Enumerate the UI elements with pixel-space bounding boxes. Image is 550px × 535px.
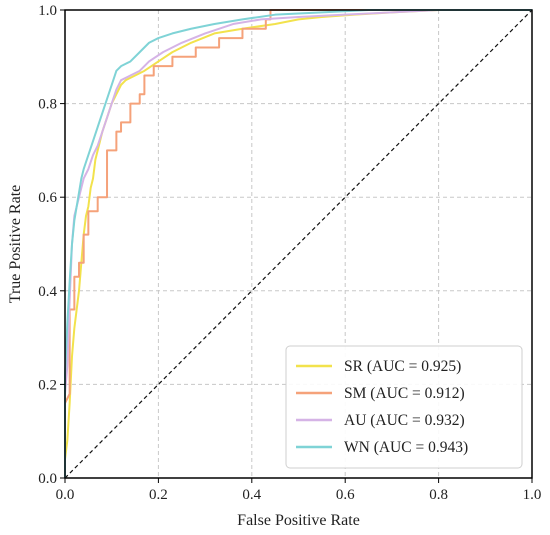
x-tick-label: 0.8 — [429, 487, 448, 503]
y-tick-label: 0.8 — [38, 97, 57, 113]
x-axis-ticks: 0.0 0.2 0.4 0.6 0.8 1.0 — [56, 478, 542, 503]
legend-label: SR (AUC = 0.925) — [344, 358, 461, 375]
y-tick-label: 0.2 — [38, 377, 57, 393]
y-tick-label: 0.4 — [38, 284, 57, 300]
x-tick-label: 0.6 — [336, 487, 355, 503]
y-tick-label: 0.0 — [38, 471, 57, 487]
x-tick-label: 0.0 — [56, 487, 75, 503]
reference-line-group — [64, 9, 533, 479]
x-tick-label: 0.4 — [242, 487, 261, 503]
roc-curve-4 — [64, 9, 532, 478]
y-tick-label: 1.0 — [38, 3, 57, 19]
y-tick-label: 0.6 — [38, 190, 57, 206]
legend-label: WN (AUC = 0.943) — [344, 439, 468, 456]
reference-diagonal-line — [64, 9, 533, 479]
roc-curve-2 — [64, 9, 532, 478]
legend-label: AU (AUC = 0.932) — [344, 412, 465, 429]
y-axis-ticks: 0.0 0.2 0.4 0.6 0.8 1.0 — [38, 3, 65, 487]
y-axis-label: True Positive Rate — [7, 185, 24, 304]
legend-label: SM (AUC = 0.912) — [344, 385, 465, 402]
x-tick-label: 1.0 — [523, 487, 542, 503]
x-axis-label: False Positive Rate — [237, 512, 360, 529]
roc-curves — [64, 9, 532, 478]
x-tick-label: 0.2 — [149, 487, 168, 503]
plot-frame — [64, 9, 533, 479]
legend: SR (AUC = 0.925) SM (AUC = 0.912) AU (AUC … — [285, 345, 523, 469]
legend-box — [285, 345, 523, 469]
